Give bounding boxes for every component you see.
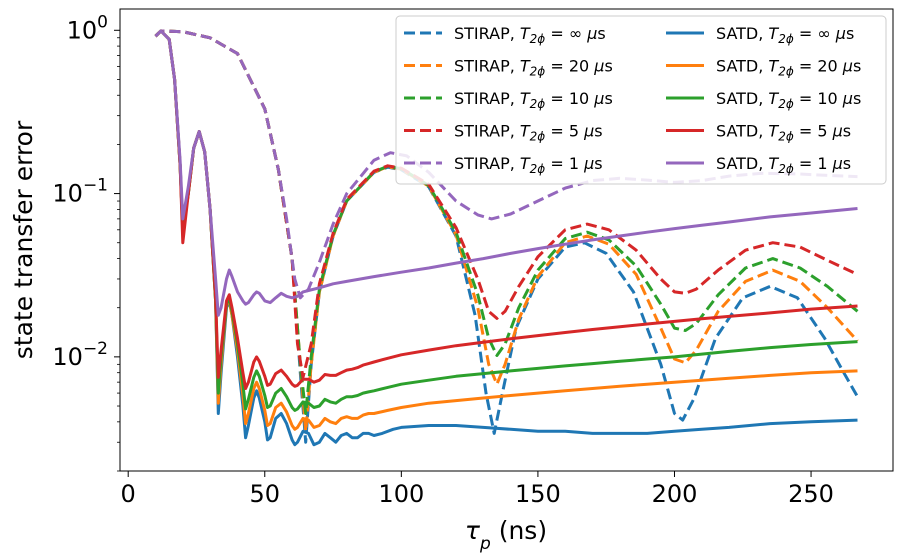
y-tick-label-2: 10−2 (52, 339, 108, 371)
legend-box (395, 15, 887, 185)
y-tick-label-0: 100 (67, 12, 108, 44)
legend-label-7: SATD, T2ϕ = 10 μs (716, 89, 861, 111)
plot-frame (119, 8, 894, 472)
x-tick-label-0: 0 (121, 480, 136, 508)
y-tick-label-1: 10−1 (52, 176, 108, 208)
x-tick-label-1: 50 (249, 480, 280, 508)
legend-label-9: SATD, T2ϕ = 1 μs (716, 154, 851, 176)
legend-label-1: STIRAP, T2ϕ = 20 μs (454, 57, 613, 79)
legend-label-2: STIRAP, T2ϕ = 10 μs (454, 89, 613, 111)
series-layer (154, 29, 859, 447)
legend-label-5: SATD, T2ϕ = ∞ μs (716, 24, 854, 46)
y-axis-label: state transfer error (9, 120, 38, 359)
x-tick-label-4: 200 (652, 480, 698, 508)
legend-label-6: SATD, T2ϕ = 20 μs (716, 57, 861, 79)
x-tick-label-3: 150 (515, 480, 561, 508)
series-line-9 (154, 29, 858, 317)
legend: STIRAP, T2ϕ = ∞ μs STIRAP, T2ϕ = 20 μs STI… (395, 15, 887, 185)
x-axis-label: τp (ns) (465, 516, 547, 554)
x-tick-label-5: 250 (788, 480, 834, 508)
legend-label-0: STIRAP, T2ϕ = ∞ μs (454, 24, 606, 46)
legend-label-3: STIRAP, T2ϕ = 5 μs (454, 122, 603, 144)
legend-label-8: SATD, T2ϕ = 5 μs (716, 122, 851, 144)
legend-label-4: STIRAP, T2ϕ = 1 μs (454, 154, 603, 176)
x-axis: 0 50 100 150 200 250 (121, 471, 834, 508)
y-axis: 100 10−1 10−2 (52, 12, 120, 472)
x-tick-label-2: 100 (378, 480, 424, 508)
